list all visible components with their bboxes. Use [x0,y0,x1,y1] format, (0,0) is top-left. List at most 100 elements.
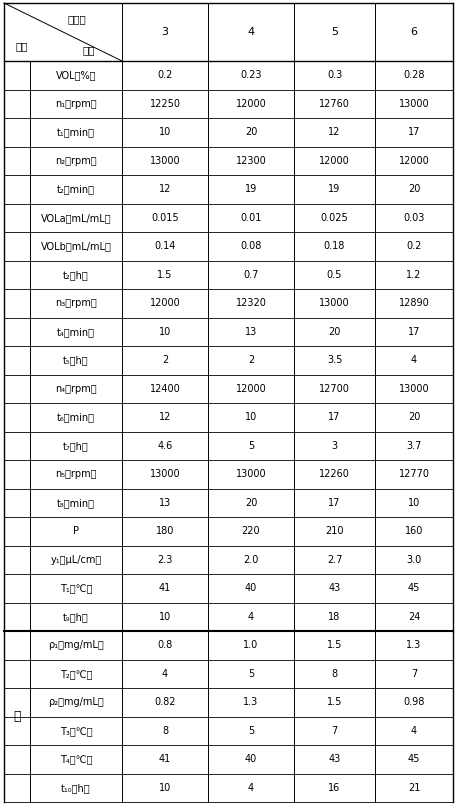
Text: 10: 10 [159,612,171,622]
Text: 0.8: 0.8 [157,640,172,650]
Text: 0.08: 0.08 [240,241,262,252]
Text: 210: 210 [325,526,344,536]
Text: 160: 160 [405,526,423,536]
Text: T₂（℃）: T₂（℃） [60,669,92,679]
Text: 12: 12 [329,127,341,138]
Text: n₅（rpm）: n₅（rpm） [55,469,97,479]
Text: 12000: 12000 [236,99,266,108]
Text: 5: 5 [248,726,254,735]
Text: 0.98: 0.98 [403,697,425,707]
Text: 10: 10 [245,413,257,422]
Text: 12000: 12000 [236,383,266,394]
Text: 二: 二 [13,710,21,723]
Text: 12260: 12260 [319,469,350,479]
Text: 12: 12 [159,413,171,422]
Text: 10: 10 [159,127,171,138]
Text: t₆（min）: t₆（min） [57,413,95,422]
Text: 12400: 12400 [150,383,180,394]
Text: 5: 5 [331,27,338,37]
Text: t₂（min）: t₂（min） [57,184,95,194]
Text: 0.18: 0.18 [324,241,345,252]
Text: 0.2: 0.2 [406,241,422,252]
Text: T₃（℃）: T₃（℃） [60,726,92,735]
Text: VOLb（mL/mL）: VOLb（mL/mL） [40,241,111,252]
Text: 0.2: 0.2 [157,70,173,80]
Text: 24: 24 [408,612,420,622]
Text: ρ₂（mg/mL）: ρ₂（mg/mL） [48,697,104,707]
Text: 3.5: 3.5 [327,355,342,365]
Text: 0.7: 0.7 [243,269,259,280]
Text: 13000: 13000 [399,99,430,108]
Text: 45: 45 [408,583,420,593]
Text: 180: 180 [156,526,174,536]
Text: 5: 5 [248,669,254,679]
Text: 20: 20 [329,327,341,337]
Text: 0.82: 0.82 [154,697,176,707]
Text: 12700: 12700 [319,383,350,394]
Text: 1.5: 1.5 [327,640,342,650]
Text: 16: 16 [329,783,341,793]
Text: 17: 17 [329,498,341,508]
Text: 0.03: 0.03 [403,213,425,222]
Text: 20: 20 [408,413,420,422]
Text: 0.3: 0.3 [327,70,342,80]
Text: 19: 19 [245,184,257,194]
Text: 17: 17 [329,413,341,422]
Text: 0.23: 0.23 [240,70,262,80]
Text: 2.3: 2.3 [157,555,173,565]
Text: VOL（%）: VOL（%） [56,70,96,80]
Text: 步骤: 步骤 [15,41,28,52]
Text: 13: 13 [245,327,257,337]
Text: 7: 7 [331,726,338,735]
Text: 12890: 12890 [399,299,430,308]
Text: 2: 2 [248,355,254,365]
Text: 19: 19 [329,184,341,194]
Text: P: P [73,526,79,536]
Text: 4: 4 [411,355,417,365]
Text: 41: 41 [159,754,171,765]
Text: 12000: 12000 [150,299,180,308]
Text: n₄（rpm）: n₄（rpm） [55,383,97,394]
Text: 2: 2 [162,355,168,365]
Text: 0.015: 0.015 [151,213,179,222]
Text: 8: 8 [331,669,338,679]
Text: 0.025: 0.025 [321,213,349,222]
Text: 17: 17 [408,327,420,337]
Text: 0.5: 0.5 [327,269,342,280]
Text: 0.01: 0.01 [240,213,262,222]
Text: VOLa（mL/mL）: VOLa（mL/mL） [40,213,111,222]
Text: 12250: 12250 [150,99,181,108]
Text: t₄（min）: t₄（min） [57,327,95,337]
Text: 13000: 13000 [236,469,266,479]
Text: 13: 13 [159,498,171,508]
Text: 10: 10 [408,498,420,508]
Text: n₁（rpm）: n₁（rpm） [55,99,97,108]
Text: 13000: 13000 [150,469,180,479]
Text: 17: 17 [408,127,420,138]
Text: 4: 4 [248,783,254,793]
Text: t₅（h）: t₅（h） [63,355,89,365]
Text: t₂（h）: t₂（h） [63,269,89,280]
Text: 3.7: 3.7 [406,441,422,451]
Text: n₂（rpm）: n₂（rpm） [55,156,97,166]
Text: t₁（min）: t₁（min） [57,127,95,138]
Text: 6: 6 [410,27,418,37]
Text: 参数: 参数 [83,45,95,56]
Text: 43: 43 [329,754,341,765]
Text: 40: 40 [245,583,257,593]
Text: 1.3: 1.3 [406,640,422,650]
Text: 1.5: 1.5 [157,269,173,280]
Text: 20: 20 [245,498,257,508]
Text: 13000: 13000 [150,156,180,166]
Text: 0.14: 0.14 [154,241,176,252]
Text: y₁（μL/cm）: y₁（μL/cm） [51,555,101,565]
Text: 21: 21 [408,783,420,793]
Text: 12320: 12320 [236,299,267,308]
Text: 3: 3 [331,441,338,451]
Text: 45: 45 [408,754,420,765]
Text: 10: 10 [159,327,171,337]
Text: 20: 20 [245,127,257,138]
Text: 20: 20 [408,184,420,194]
Text: 1.3: 1.3 [243,697,258,707]
Text: 实施例: 实施例 [68,15,86,24]
